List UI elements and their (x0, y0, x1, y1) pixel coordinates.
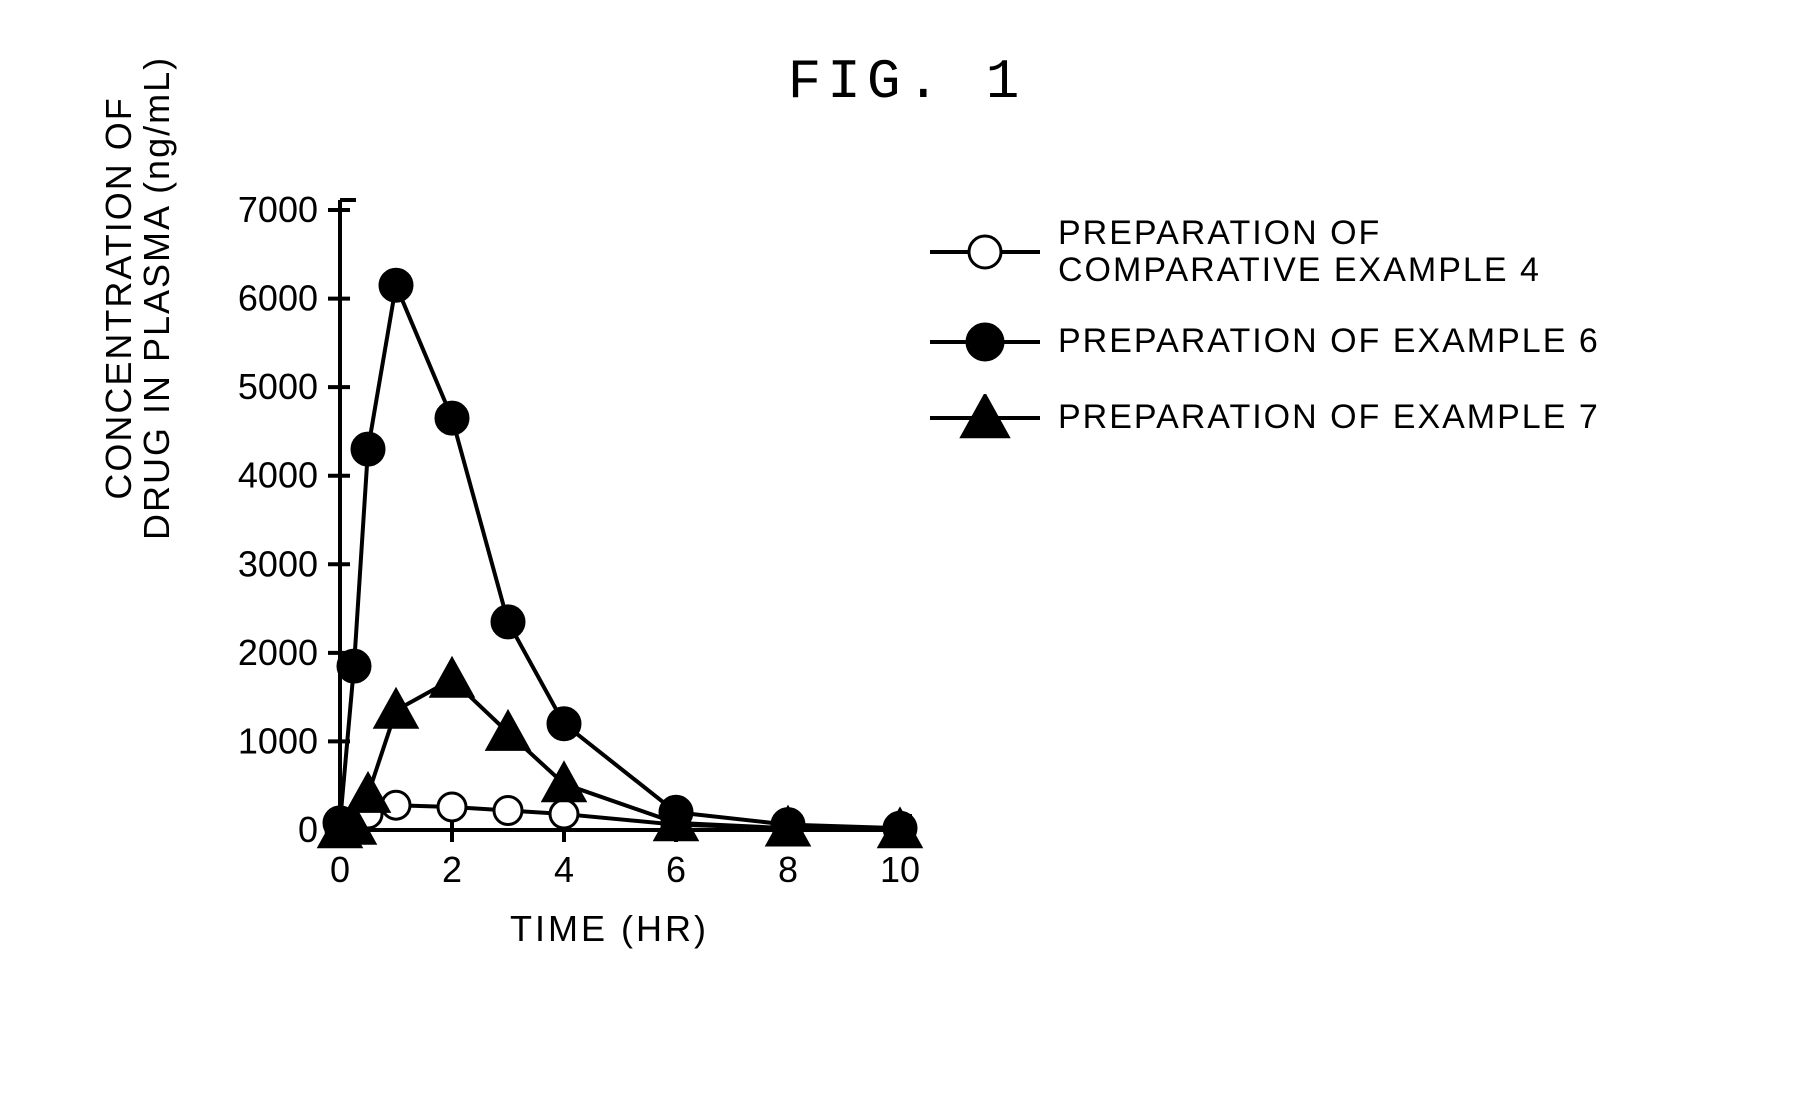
x-tick-label: 8 (778, 849, 798, 890)
legend-label: PREPARATION OF EXAMPLE 7 (1058, 399, 1600, 436)
y-tick-label: 1000 (238, 720, 318, 761)
x-tick-label: 4 (554, 849, 574, 890)
figure-container: FIG. 1 CONCENTRATION OF DRUG IN PLASMA (… (40, 40, 1773, 1067)
y-tick-label: 6000 (238, 278, 318, 319)
chart-plot-area: 0 1000 2000 3000 4000 5000 6000 7000 0 2 4 6 8 10 (80, 180, 960, 1000)
series-example-6 (340, 285, 900, 828)
legend-marker-example-6 (930, 318, 1040, 366)
x-tick-label: 10 (880, 849, 920, 890)
legend-label: PREPARATION OF EXAMPLE 6 (1058, 323, 1600, 360)
figure-title: FIG. 1 (788, 50, 1026, 114)
legend: PREPARATION OF COMPARATIVE EXAMPLE 4 PREP… (930, 215, 1600, 470)
legend-label: PREPARATION OF COMPARATIVE EXAMPLE 4 (1058, 215, 1541, 290)
x-tick-label: 6 (666, 849, 686, 890)
y-tick-label: 7000 (238, 189, 318, 230)
legend-marker-example-7 (930, 394, 1040, 442)
x-tick-label: 2 (442, 849, 462, 890)
y-tick-label: 3000 (238, 543, 318, 584)
y-tick-label: 4000 (238, 455, 318, 496)
legend-item-example-6: PREPARATION OF EXAMPLE 6 (930, 318, 1600, 366)
y-tick-label: 0 (298, 809, 318, 850)
legend-item-example-7: PREPARATION OF EXAMPLE 7 (930, 394, 1600, 442)
legend-marker-comparative-example-4 (930, 228, 1040, 276)
x-axis-label: TIME (HR) (510, 908, 709, 950)
y-tick-label: 5000 (238, 366, 318, 407)
legend-item-comparative-example-4: PREPARATION OF COMPARATIVE EXAMPLE 4 (930, 215, 1600, 290)
series-markers-example-6 (324, 269, 916, 844)
x-tick-label: 0 (330, 849, 350, 890)
y-tick-label: 2000 (238, 632, 318, 673)
